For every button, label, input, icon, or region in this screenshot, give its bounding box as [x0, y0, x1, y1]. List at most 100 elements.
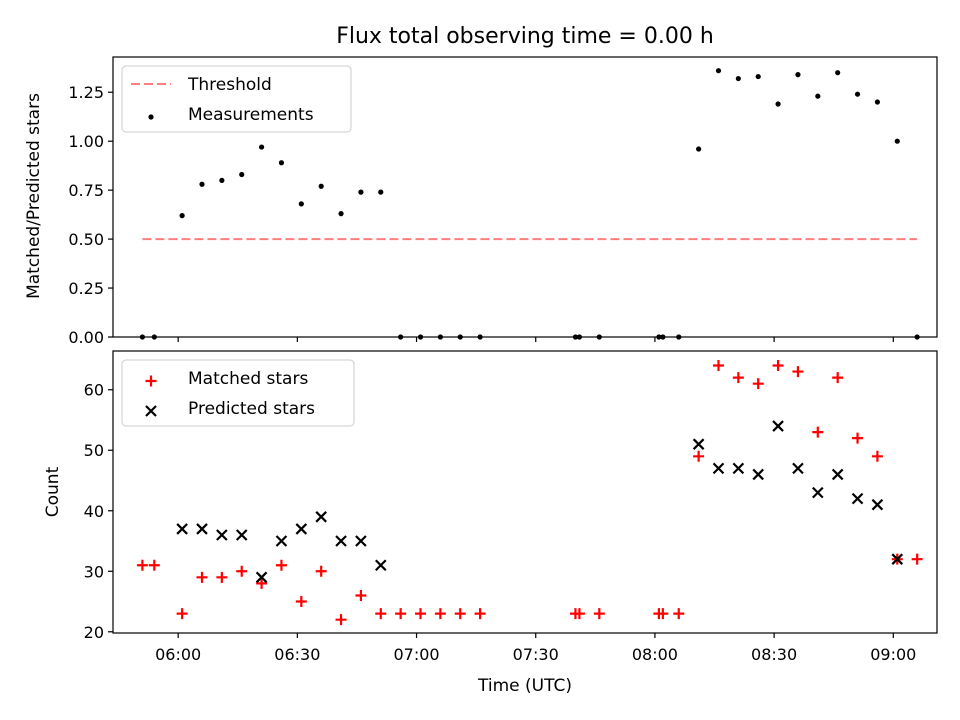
matched-star-point — [772, 360, 784, 372]
matched-star-point — [657, 608, 669, 620]
matched-star-point — [335, 614, 347, 626]
legend-entry-label: Measurements — [188, 105, 314, 125]
matched-star-point — [176, 608, 188, 620]
x-tick-label: 09:00 — [870, 645, 916, 664]
y-tick-label: 60 — [84, 381, 104, 400]
y-tick-label: 1.00 — [68, 132, 104, 151]
legend-frame — [121, 65, 352, 133]
matched-star-point — [673, 608, 685, 620]
matched-star-point — [256, 577, 268, 589]
measurement-point — [258, 144, 265, 150]
matched-star-point — [196, 571, 208, 583]
measurement-point — [874, 99, 881, 105]
predicted-star-point — [375, 559, 387, 572]
figure-title: Flux total observing time = 0.00 h — [336, 24, 714, 49]
measurement-point — [278, 160, 285, 166]
ratio-panel: 0.00 0.25 0.50 0.75 1.00 1.25 Threshold Measure… — [68, 56, 938, 347]
legend-entry-label: Predicted stars — [188, 399, 315, 419]
matched-star-point — [148, 559, 160, 571]
predicted-star-point — [871, 498, 884, 511]
matched-star-point — [216, 571, 228, 583]
measurement-point — [775, 101, 781, 107]
predicted-star-point — [891, 553, 904, 565]
legend: Threshold Measurements — [121, 65, 352, 133]
x-tick-label: 06:00 — [155, 645, 201, 664]
measurement-point — [715, 68, 722, 74]
measurement-point — [457, 334, 463, 340]
measurement-point — [417, 334, 424, 340]
measurement-point — [696, 146, 702, 152]
measurement-point — [735, 75, 741, 82]
x-tick-label: 08:30 — [751, 645, 797, 664]
matched-star-point — [355, 589, 367, 601]
matched-star-point — [871, 450, 883, 462]
predicted-star-point — [295, 523, 308, 535]
predicted-star-point — [732, 462, 745, 475]
measurement-point — [596, 334, 602, 340]
predicted-star-point — [712, 462, 725, 475]
y-tick-label: 0.25 — [68, 279, 104, 298]
measurement-point — [199, 181, 205, 187]
measurement-point — [795, 72, 801, 78]
matched-star-point — [236, 565, 248, 577]
measurement-point — [576, 334, 583, 340]
plot-area-frame — [112, 350, 938, 634]
y-tick-label: 20 — [84, 623, 104, 642]
x-tick-label: 08:00 — [632, 645, 678, 664]
predicted-star-point — [851, 492, 864, 505]
measurement-point — [358, 189, 364, 195]
measurement-point — [854, 91, 861, 97]
predicted-star-point — [335, 535, 347, 547]
matched-star-point — [295, 596, 307, 608]
legend-entry-label: Matched stars — [188, 369, 308, 389]
matched-star-point — [852, 432, 864, 444]
x-tick-label: 07:30 — [513, 645, 559, 664]
measurement-point — [219, 177, 225, 183]
measurement-point — [815, 93, 821, 99]
matched-star-point — [434, 608, 446, 620]
legend-marker-swatch — [145, 375, 157, 387]
predicted-star-point — [176, 523, 188, 535]
legend-marker-swatch — [145, 405, 157, 417]
measurement-point — [378, 189, 384, 195]
legend-frame — [121, 359, 355, 427]
matched-star-point — [911, 553, 923, 565]
matched-star-point — [752, 378, 764, 390]
matched-star-point — [415, 608, 427, 620]
y-tick-label: 0.50 — [68, 230, 104, 249]
y-tick-label: 40 — [84, 502, 104, 521]
count-y-axis-label: Count — [43, 466, 63, 517]
matched-star-point — [812, 426, 824, 438]
measurement-point — [894, 138, 900, 144]
matched-star-point — [454, 608, 466, 620]
predicted-star-point — [255, 571, 268, 584]
x-tick-label: 07:00 — [393, 645, 439, 664]
measurement-point — [398, 334, 404, 340]
count-panel: 20 30 40 50 60 06:00 06:30 07:00 07:30 08:00 08:30… — [84, 350, 938, 664]
predicted-star-point — [315, 511, 327, 523]
measurement-point — [338, 211, 344, 217]
measurement-point — [660, 334, 666, 340]
matched-star-point — [275, 559, 287, 571]
measurement-point — [572, 334, 579, 340]
measurement-point — [179, 213, 185, 219]
measurement-point — [755, 73, 761, 80]
matched-star-point — [573, 608, 585, 620]
measurement-point — [914, 334, 920, 340]
matched-star-point — [732, 372, 744, 384]
x-tick-label: 06:30 — [274, 645, 320, 664]
predicted-star-point — [196, 523, 208, 535]
legend: Matched stars Predicted stars — [121, 359, 355, 427]
predicted-star-point — [355, 535, 367, 547]
y-tick-label: 1.25 — [68, 83, 104, 102]
matched-star-point — [593, 608, 605, 620]
predicted-star-point — [772, 420, 784, 432]
predicted-star-point — [812, 486, 824, 499]
measurement-point — [298, 201, 304, 207]
measurement-point — [139, 334, 146, 340]
matched-star-point — [395, 608, 407, 620]
measurement-point — [656, 334, 662, 340]
plot-area-frame — [112, 56, 938, 338]
predicted-star-point — [235, 529, 248, 541]
